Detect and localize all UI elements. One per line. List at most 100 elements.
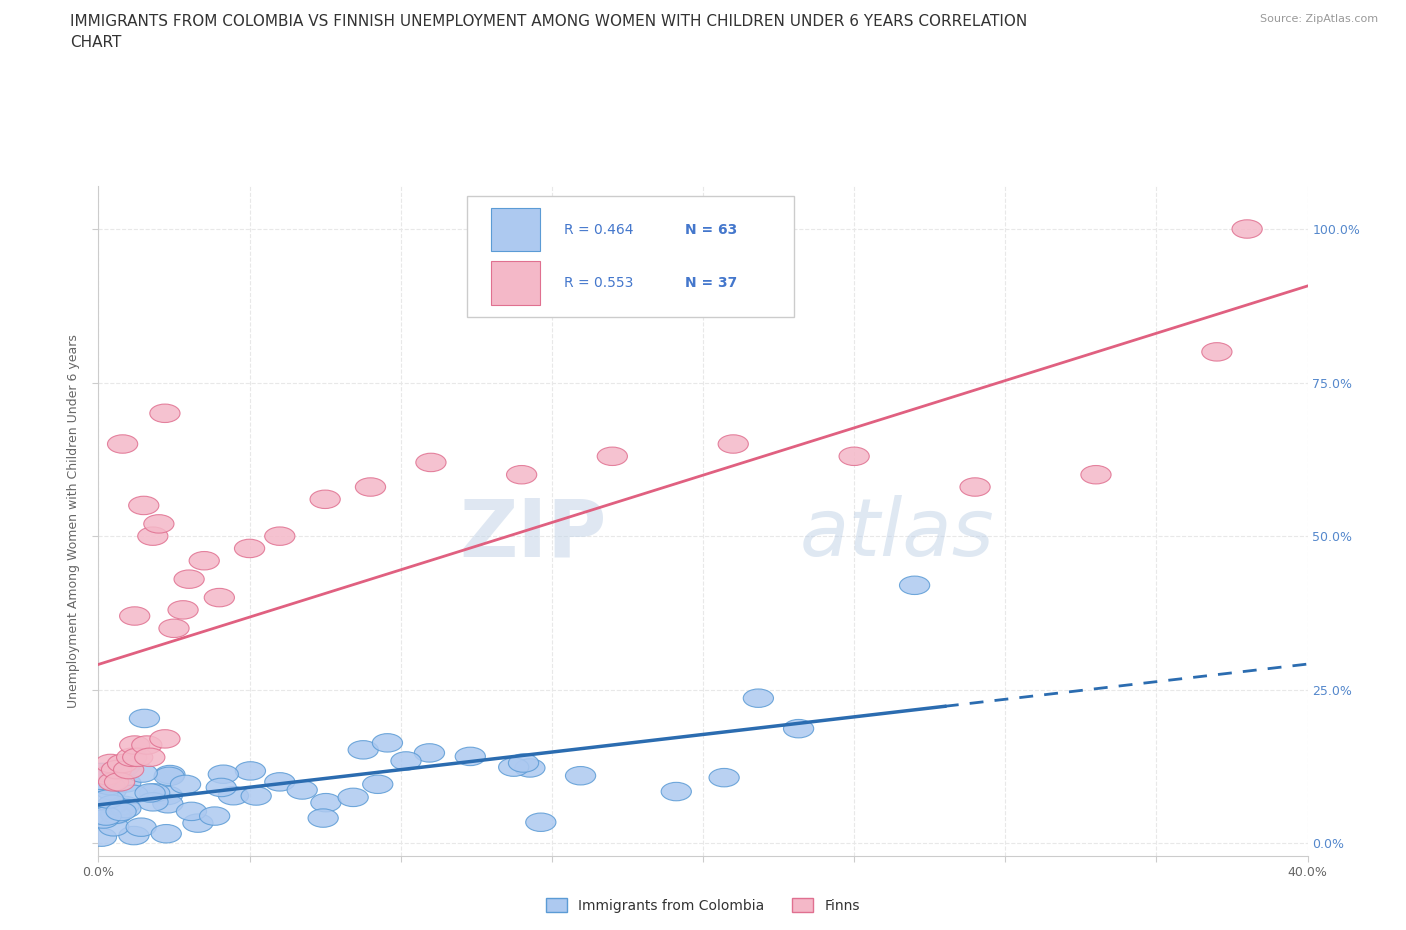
- Ellipse shape: [565, 766, 596, 785]
- Ellipse shape: [709, 768, 740, 787]
- Ellipse shape: [308, 809, 339, 828]
- Ellipse shape: [110, 796, 139, 815]
- Ellipse shape: [143, 514, 174, 533]
- Text: R = 0.553: R = 0.553: [564, 276, 633, 290]
- Ellipse shape: [170, 776, 201, 793]
- Ellipse shape: [98, 817, 129, 836]
- Ellipse shape: [114, 761, 143, 778]
- Y-axis label: Unemployment Among Women with Children Under 6 years: Unemployment Among Women with Children U…: [66, 334, 80, 708]
- Ellipse shape: [1081, 466, 1111, 484]
- Legend: Immigrants from Colombia, Finns: Immigrants from Colombia, Finns: [541, 893, 865, 919]
- Ellipse shape: [373, 734, 402, 752]
- Text: R = 0.464: R = 0.464: [564, 222, 634, 236]
- Ellipse shape: [153, 794, 183, 813]
- Text: Source: ZipAtlas.com: Source: ZipAtlas.com: [1260, 14, 1378, 24]
- Ellipse shape: [111, 800, 141, 817]
- Ellipse shape: [89, 810, 118, 829]
- Ellipse shape: [287, 781, 318, 799]
- Ellipse shape: [101, 761, 132, 778]
- Ellipse shape: [118, 827, 149, 844]
- Text: IMMIGRANTS FROM COLOMBIA VS FINNISH UNEMPLOYMENT AMONG WOMEN WITH CHILDREN UNDER: IMMIGRANTS FROM COLOMBIA VS FINNISH UNEM…: [70, 14, 1028, 29]
- Ellipse shape: [264, 527, 295, 545]
- Ellipse shape: [515, 759, 546, 777]
- Ellipse shape: [122, 748, 153, 766]
- Ellipse shape: [107, 754, 138, 773]
- Ellipse shape: [744, 689, 773, 708]
- Ellipse shape: [139, 784, 170, 802]
- Ellipse shape: [839, 447, 869, 466]
- Ellipse shape: [235, 762, 266, 780]
- Ellipse shape: [718, 435, 748, 453]
- Ellipse shape: [94, 777, 125, 795]
- Ellipse shape: [97, 795, 128, 814]
- Ellipse shape: [150, 825, 181, 843]
- Ellipse shape: [349, 740, 378, 759]
- Ellipse shape: [190, 551, 219, 570]
- Ellipse shape: [110, 758, 139, 776]
- Ellipse shape: [363, 775, 392, 793]
- Ellipse shape: [415, 744, 444, 762]
- Ellipse shape: [204, 589, 235, 606]
- Ellipse shape: [356, 478, 385, 497]
- Ellipse shape: [526, 813, 555, 831]
- Ellipse shape: [93, 766, 122, 785]
- Ellipse shape: [120, 736, 150, 754]
- Ellipse shape: [98, 773, 129, 791]
- Ellipse shape: [240, 787, 271, 805]
- Ellipse shape: [311, 793, 342, 812]
- Ellipse shape: [456, 747, 485, 765]
- Text: CHART: CHART: [70, 35, 122, 50]
- Ellipse shape: [218, 787, 249, 805]
- Ellipse shape: [159, 619, 190, 638]
- Ellipse shape: [117, 748, 146, 766]
- Ellipse shape: [86, 828, 117, 846]
- Ellipse shape: [416, 453, 446, 472]
- Ellipse shape: [1202, 342, 1232, 361]
- Text: atlas: atlas: [800, 495, 994, 573]
- Bar: [492, 207, 540, 251]
- Ellipse shape: [337, 788, 368, 806]
- Ellipse shape: [200, 807, 229, 825]
- Ellipse shape: [1232, 219, 1263, 238]
- Ellipse shape: [86, 764, 117, 781]
- Ellipse shape: [98, 766, 129, 785]
- FancyBboxPatch shape: [467, 196, 793, 316]
- Ellipse shape: [235, 539, 264, 558]
- Ellipse shape: [509, 754, 538, 772]
- Text: N = 63: N = 63: [685, 222, 737, 236]
- Ellipse shape: [155, 765, 186, 784]
- Ellipse shape: [391, 751, 422, 770]
- Ellipse shape: [96, 754, 125, 773]
- Ellipse shape: [150, 730, 180, 748]
- Ellipse shape: [264, 773, 295, 791]
- Ellipse shape: [155, 767, 184, 786]
- Bar: [492, 261, 540, 305]
- Ellipse shape: [960, 478, 990, 497]
- Ellipse shape: [105, 803, 136, 821]
- Ellipse shape: [132, 736, 162, 754]
- Ellipse shape: [127, 764, 157, 782]
- Ellipse shape: [87, 775, 118, 793]
- Ellipse shape: [91, 807, 121, 825]
- Ellipse shape: [150, 404, 180, 422]
- Ellipse shape: [96, 781, 127, 800]
- Ellipse shape: [208, 765, 239, 783]
- Ellipse shape: [96, 774, 127, 792]
- Ellipse shape: [183, 814, 214, 832]
- Ellipse shape: [311, 490, 340, 509]
- Ellipse shape: [152, 786, 183, 804]
- Text: ZIP: ZIP: [458, 495, 606, 573]
- Ellipse shape: [118, 785, 148, 804]
- Ellipse shape: [783, 720, 814, 737]
- Ellipse shape: [120, 606, 150, 625]
- Ellipse shape: [900, 576, 929, 594]
- Ellipse shape: [506, 466, 537, 484]
- Ellipse shape: [127, 818, 156, 836]
- Ellipse shape: [100, 805, 131, 824]
- Ellipse shape: [661, 782, 692, 801]
- Ellipse shape: [107, 435, 138, 453]
- Ellipse shape: [598, 447, 627, 466]
- Ellipse shape: [101, 805, 132, 824]
- Ellipse shape: [135, 748, 165, 766]
- Ellipse shape: [87, 771, 117, 790]
